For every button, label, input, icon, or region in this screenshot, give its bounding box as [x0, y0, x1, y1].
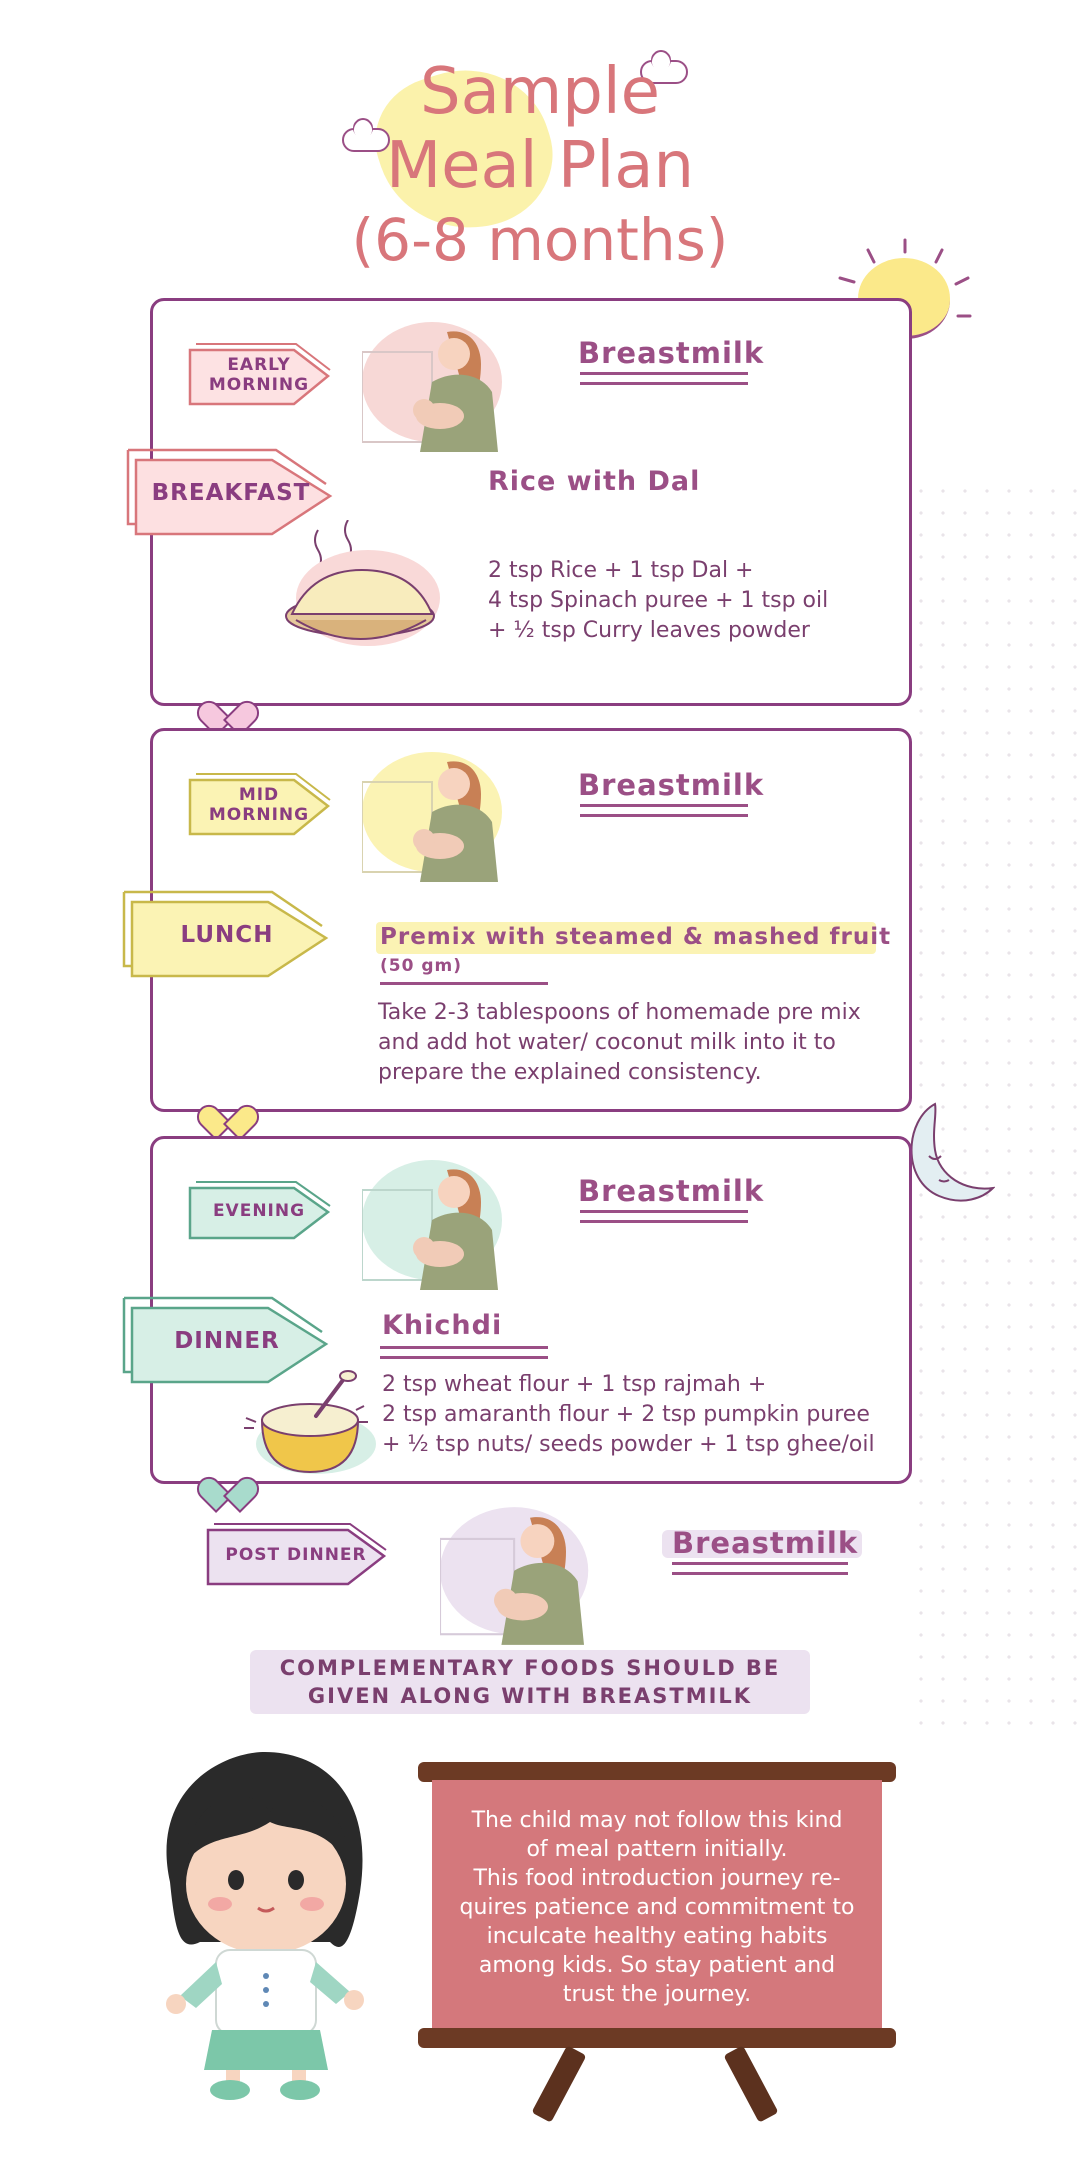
recipe-breakfast: 2 tsp Rice + 1 tsp Dal + 4 tsp Spinach p…: [488, 556, 828, 646]
drink-breastmilk-4: Breastmilk: [662, 1526, 863, 1560]
girl-character-illustration: [166, 1752, 364, 2100]
cloud-icon: [342, 128, 390, 152]
tag-label: DINNER: [174, 1328, 280, 1354]
board-line: inculcate healthy eating habits: [486, 1924, 828, 1949]
board-line: The child may not follow this kind: [471, 1808, 843, 1833]
tag-label: LUNCH: [180, 922, 274, 948]
board-leg: [531, 2045, 587, 2123]
board-top-frame: [418, 1762, 896, 1782]
info-board: The child may not follow this kind of me…: [432, 1780, 882, 2030]
underline: [580, 382, 748, 385]
underline: [380, 982, 548, 985]
nursing-mother-illustration: [362, 1160, 502, 1290]
title-line-1: Sample: [420, 55, 660, 129]
underline: [672, 1572, 848, 1575]
recipe-line: + ½ tsp Curry leaves powder: [488, 618, 810, 643]
tag-label-line1: MID: [238, 785, 280, 805]
drink-label: Breastmilk: [578, 768, 765, 802]
tag-arrow-shape: [206, 1523, 387, 1586]
recipe-line: 4 tsp Spinach puree + 1 tsp oil: [488, 588, 829, 613]
tag-label: EVENING: [212, 1201, 306, 1221]
board-bottom-frame: [418, 2028, 896, 2048]
recipe-line: prepare the explained consistency.: [378, 1060, 762, 1085]
meal-name-lunch: Premix with steamed & mashed fruit: [380, 924, 892, 950]
underline: [580, 814, 748, 817]
board-line: among kids. So stay patient and: [478, 1953, 836, 1978]
underline: [580, 1210, 748, 1213]
drink-breastmilk-3: Breastmilk: [568, 1174, 769, 1208]
tag-dinner: DINNER: [122, 1294, 332, 1388]
recipe-line: 2 tsp amaranth flour + 2 tsp pumpkin pur…: [382, 1402, 870, 1427]
nursing-mother-illustration: [362, 322, 502, 452]
tag-arrow-shape: [122, 890, 329, 978]
underline: [580, 372, 748, 375]
drink-label: Breastmilk: [672, 1526, 859, 1560]
tag-post-dinner: POST DINNER: [204, 1522, 388, 1588]
recipe-dinner: 2 tsp wheat flour + 1 tsp rajmah + 2 tsp…: [382, 1370, 875, 1460]
underline: [380, 1346, 548, 1349]
title-line-3: (6-8 months): [351, 206, 729, 274]
underline: [580, 1220, 748, 1223]
meal-name-breakfast: Rice with Dal: [488, 466, 701, 497]
tag-arrow-shape: [122, 1296, 329, 1384]
tag-arrow-shape: [188, 1181, 331, 1240]
banner-line-2: GIVEN ALONG WITH BREASTMILK: [307, 1684, 753, 1708]
tag-label: POST DINNER: [225, 1545, 367, 1565]
heart-icon: [191, 686, 265, 737]
drink-label: Breastmilk: [578, 1174, 765, 1208]
banner-line-1: COMPLEMENTARY FOODS SHOULD BE: [279, 1656, 781, 1680]
recipe-lunch: Take 2-3 tablespoons of homemade pre mix…: [378, 998, 861, 1088]
nursing-mother-illustration: [362, 752, 502, 882]
rice-plate-illustration: [285, 520, 440, 646]
underline: [672, 1562, 848, 1565]
khichdi-bowl-illustration: [244, 1370, 376, 1474]
drink-breastmilk-2: Breastmilk: [568, 768, 769, 802]
recipe-line: 2 tsp wheat flour + 1 tsp rajmah +: [382, 1372, 767, 1397]
recipe-line: 2 tsp Rice + 1 tsp Dal +: [488, 558, 754, 583]
tag-arrow-shape: [188, 343, 331, 406]
tag-mid-morning: MID MORNING: [186, 772, 332, 838]
recipe-line: Take 2-3 tablespoons of homemade pre mix: [378, 1000, 861, 1025]
tag-label-line1: EARLY: [227, 355, 291, 375]
nursing-mother-illustration: [440, 1507, 589, 1645]
meal-name-dinner: Khichdi: [382, 1310, 503, 1341]
drink-breastmilk-1: Breastmilk: [568, 336, 769, 370]
tag-arrow-shape: [188, 773, 331, 836]
tag-arrow-shape: [126, 448, 333, 536]
board-leg: [723, 2045, 779, 2123]
tag-label-line2: MORNING: [208, 805, 310, 825]
tag-early-morning: EARLY MORNING: [186, 342, 332, 408]
tag-lunch: LUNCH: [122, 888, 332, 982]
tag-evening: EVENING: [186, 1180, 332, 1242]
meal-qty-lunch: (50 gm): [380, 956, 462, 976]
board-line: quires patience and commitment to: [459, 1895, 855, 1920]
board-line: This food introduction journey re-: [473, 1866, 841, 1891]
cloud-icon: [640, 60, 688, 84]
title-line-2: Meal Plan: [385, 129, 695, 203]
page-title: Sample Meal Plan (6-8 months): [300, 55, 780, 277]
board-line: trust the journey.: [562, 1982, 752, 2007]
tag-label: BREAKFAST: [151, 480, 311, 506]
tag-label-line2: MORNING: [208, 375, 310, 395]
underline: [380, 1356, 548, 1359]
board-line: of meal pattern initially.: [526, 1837, 788, 1862]
heart-icon: [191, 1090, 265, 1141]
tag-breakfast: BREAKFAST: [126, 446, 336, 540]
recipe-line: and add hot water/ coconut milk into it …: [378, 1030, 836, 1055]
meal-highlight: [376, 922, 876, 954]
heart-icon: [191, 1462, 265, 1513]
drink-label: Breastmilk: [578, 336, 765, 370]
sun-rays-icon: [838, 238, 972, 318]
underline: [580, 804, 748, 807]
dotted-background: [910, 480, 1080, 1730]
recipe-line: + ½ tsp nuts/ seeds powder + 1 tsp ghee/…: [382, 1432, 875, 1457]
complementary-foods-banner: COMPLEMENTARY FOODS SHOULD BE GIVEN ALON…: [250, 1650, 810, 1714]
